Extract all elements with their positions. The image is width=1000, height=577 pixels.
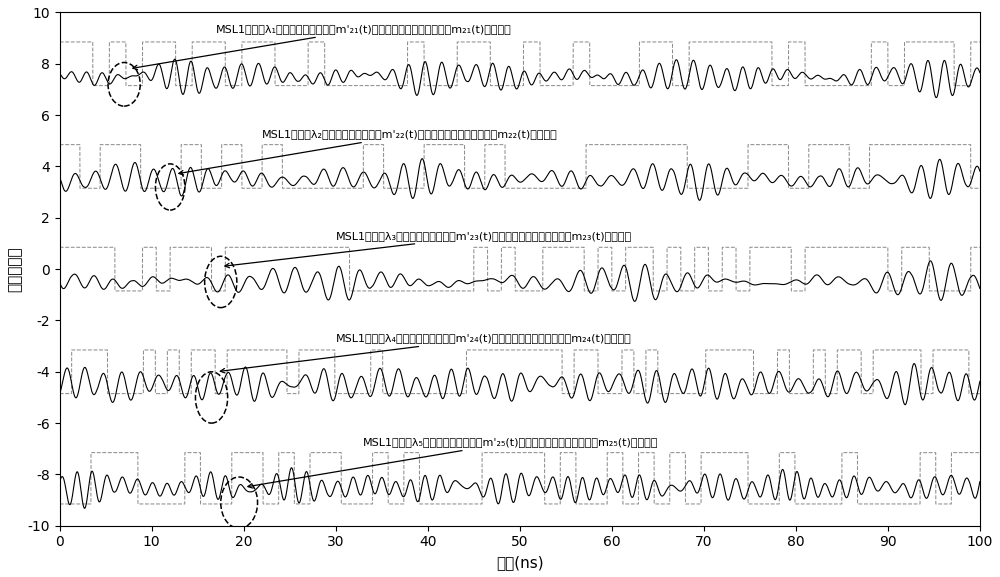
Text: MSL1从波长λ₄的信道上恢复的信息m'₂₄(t)（实线）及其对应的源信息m₂₄(t)（虚线）: MSL1从波长λ₄的信道上恢复的信息m'₂₄(t)（实线）及其对应的源信息m₂₄… [220, 334, 632, 373]
Y-axis label: 归一化幅度: 归一化幅度 [7, 246, 22, 292]
Text: MSL1从波长λ₂的信道上恢复的信息m'₂₂(t)（实线）及其对应的源信息m₂₂(t)（虚线）: MSL1从波长λ₂的信道上恢复的信息m'₂₂(t)（实线）及其对应的源信息m₂₂… [179, 129, 558, 175]
Text: MSL1从波长λ₅的信道上恢复的信息m'₂₅(t)（实线）及其对应的源信息m₂₅(t)（虚线）: MSL1从波长λ₅的信道上恢复的信息m'₂₅(t)（实线）及其对应的源信息m₂₅… [248, 437, 659, 488]
Text: MSL1从波长λ₁的信道上恢复的信息m'₂₁(t)（实线）及其对应的源信息m₂₁(t)（虚线）: MSL1从波长λ₁的信道上恢复的信息m'₂₁(t)（实线）及其对应的源信息m₂₁… [133, 24, 512, 70]
X-axis label: 时间(ns): 时间(ns) [496, 555, 544, 570]
Text: MSL1从波长λ₃的信道上恢复的信息m'₂₃(t)（实线）及其对应的源信息m₂₃(t)（虚线）: MSL1从波长λ₃的信道上恢复的信息m'₂₃(t)（实线）及其对应的源信息m₂₃… [225, 231, 632, 268]
